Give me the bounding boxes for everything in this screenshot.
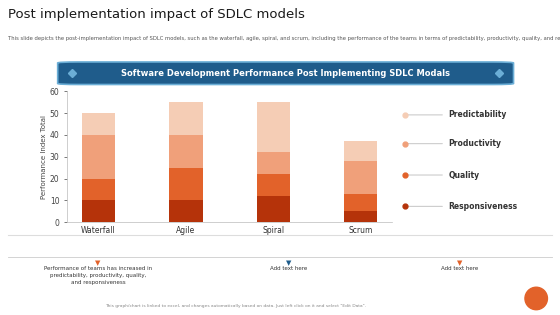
Text: ▼: ▼: [95, 260, 101, 266]
Y-axis label: Performance Index Total: Performance Index Total: [41, 115, 47, 199]
Text: Predictability: Predictability: [448, 110, 507, 119]
Circle shape: [525, 287, 548, 310]
Bar: [256, 102, 290, 152]
Bar: [169, 200, 203, 222]
Text: Add text here: Add text here: [441, 266, 478, 271]
Text: ▼: ▼: [286, 260, 291, 266]
Bar: [169, 168, 203, 200]
Text: Productivity: Productivity: [448, 139, 501, 148]
Bar: [344, 161, 377, 194]
Text: Quality: Quality: [448, 170, 479, 180]
Bar: [344, 141, 377, 161]
Bar: [82, 179, 115, 200]
Bar: [256, 196, 290, 222]
Bar: [169, 135, 203, 168]
Bar: [82, 200, 115, 222]
Text: Software Development Performance Post Implementing SDLC Modals: Software Development Performance Post Im…: [121, 69, 450, 78]
Text: This slide depicts the post-implementation impact of SDLC models, such as the wa: This slide depicts the post-implementati…: [8, 36, 560, 41]
Bar: [344, 211, 377, 222]
Text: Performance of teams has increased in
predictability, productivity, quality,
and: Performance of teams has increased in pr…: [44, 266, 152, 285]
FancyBboxPatch shape: [58, 62, 514, 84]
Text: Add text here: Add text here: [270, 266, 307, 271]
Text: This graph/chart is linked to excel, and changes automatically based on data. Ju: This graph/chart is linked to excel, and…: [105, 304, 366, 308]
Text: Key Takeaways: Key Takeaways: [17, 243, 82, 252]
Bar: [344, 194, 377, 211]
Bar: [82, 113, 115, 135]
Text: Responsiveness: Responsiveness: [448, 202, 517, 211]
Bar: [82, 135, 115, 179]
Bar: [256, 174, 290, 196]
Text: Post implementation impact of SDLC models: Post implementation impact of SDLC model…: [8, 8, 305, 21]
Text: ▼: ▼: [456, 260, 462, 266]
Bar: [169, 102, 203, 135]
Bar: [256, 152, 290, 174]
